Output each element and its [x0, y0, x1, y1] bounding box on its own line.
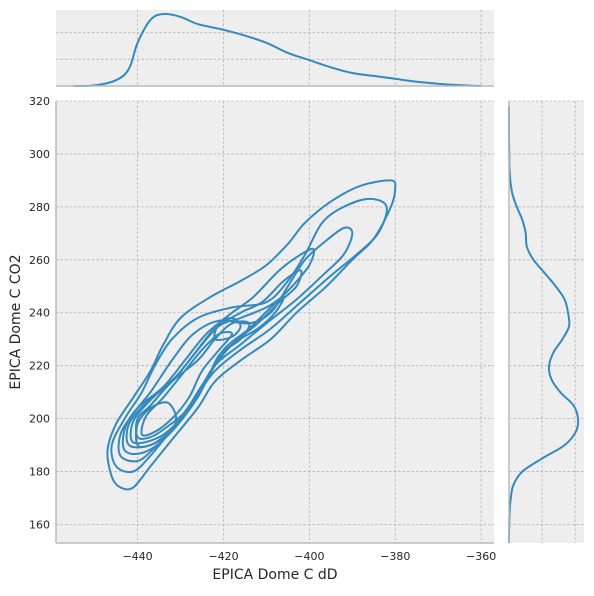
kde-contour-level-1	[106, 179, 397, 491]
x-tick-labels: −440 −420 −400 −380 −360	[122, 550, 496, 563]
top-marginal-grid	[56, 10, 494, 86]
main-plot-background	[56, 101, 494, 543]
kde-contour-level-9	[134, 401, 178, 449]
right-marginal-grid	[509, 100, 584, 543]
y-tick-label: 200	[29, 413, 50, 426]
x-tick-label: −420	[208, 550, 238, 563]
x-tick-label: −400	[294, 550, 324, 563]
y-axis-title: EPICA Dome C CO2	[8, 254, 24, 389]
top-marginal-kde-curve	[73, 12, 482, 88]
kde-contour-level-7	[134, 320, 251, 440]
y-tick-label: 180	[29, 466, 50, 479]
main-panel: −440 −420 −400 −380 −360 160 180 200 220 240 260 2…	[8, 95, 496, 583]
x-tick-label: −440	[122, 550, 152, 563]
x-tick-label: −380	[380, 550, 410, 563]
right-marginal-background	[509, 101, 584, 543]
y-tick-label: 300	[29, 148, 50, 161]
kde-contour-level-8	[140, 330, 234, 437]
right-marginal-kde-curve	[508, 106, 580, 544]
y-tick-label: 260	[29, 254, 50, 267]
top-marginal-panel	[56, 10, 494, 88]
y-tick-label: 160	[29, 518, 50, 531]
y-tick-label: 320	[29, 95, 50, 108]
x-tick-label: −360	[466, 550, 496, 563]
kde-contour-level-10	[213, 316, 242, 342]
right-marginal-panel	[508, 100, 584, 544]
top-marginal-background	[56, 10, 494, 86]
x-axis-title: EPICA Dome C dD	[212, 567, 337, 583]
y-tick-label: 220	[29, 360, 50, 373]
y-tick-labels: 160 180 200 220 240 260 280 300 320	[29, 95, 50, 531]
kde-contours	[106, 179, 397, 491]
y-tick-label: 240	[29, 307, 50, 320]
y-tick-label: 280	[29, 201, 50, 214]
